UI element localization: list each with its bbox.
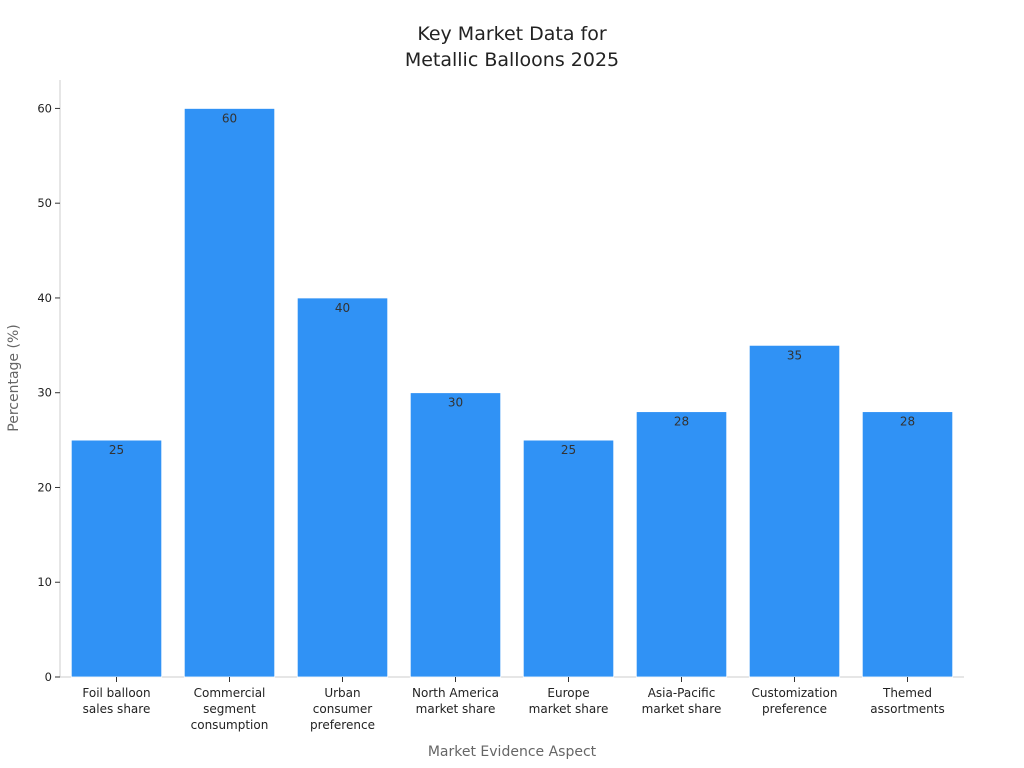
y-tick-label: 30 (37, 386, 52, 400)
bar-value-label: 35 (787, 348, 802, 362)
bar-value-label: 25 (561, 443, 576, 457)
chart-title-line-2: Metallic Balloons 2025 (405, 49, 619, 71)
x-tick-label: Urban consumer preference (310, 686, 375, 732)
plot-area: 0 10 20 30 40 50 60 25 Foil balloon sales share 60… (37, 80, 964, 732)
y-tick-label: 20 (37, 480, 52, 494)
y-tick-label: 50 (37, 196, 52, 210)
x-tick-label: North America market share (412, 686, 499, 716)
chart-title-line-1: Key Market Data for (417, 23, 607, 45)
x-tick-label: Commercial segment consumption (191, 686, 269, 732)
x-axis-label: Market Evidence Aspect (428, 744, 597, 760)
y-tick-label: 60 (37, 101, 52, 115)
x-tick-label: Europe market share (529, 686, 609, 716)
y-tick-label: 40 (37, 291, 52, 305)
y-tick-label: 0 (45, 670, 52, 684)
x-tick-label: Foil balloon sales share (82, 686, 150, 716)
bar-value-label: 25 (109, 443, 124, 457)
bar (748, 344, 841, 678)
x-tick-label: Customization preference (752, 686, 838, 716)
bar-value-label: 28 (674, 415, 689, 429)
x-tick-label: Themed assortments (870, 686, 944, 716)
bar-value-label: 30 (448, 396, 463, 410)
bar (296, 297, 389, 678)
bar-value-label: 28 (900, 415, 915, 429)
bar (522, 439, 615, 678)
bar (635, 411, 728, 678)
x-tick-label: Asia-Pacific market share (642, 686, 722, 716)
bar (861, 411, 954, 678)
bar (70, 439, 163, 678)
bar (409, 392, 502, 678)
bar-value-label: 60 (222, 111, 237, 125)
y-axis-label: Percentage (%) (6, 324, 22, 431)
bar-value-label: 40 (335, 301, 350, 315)
bar (183, 108, 276, 678)
y-tick-label: 10 (37, 575, 52, 589)
